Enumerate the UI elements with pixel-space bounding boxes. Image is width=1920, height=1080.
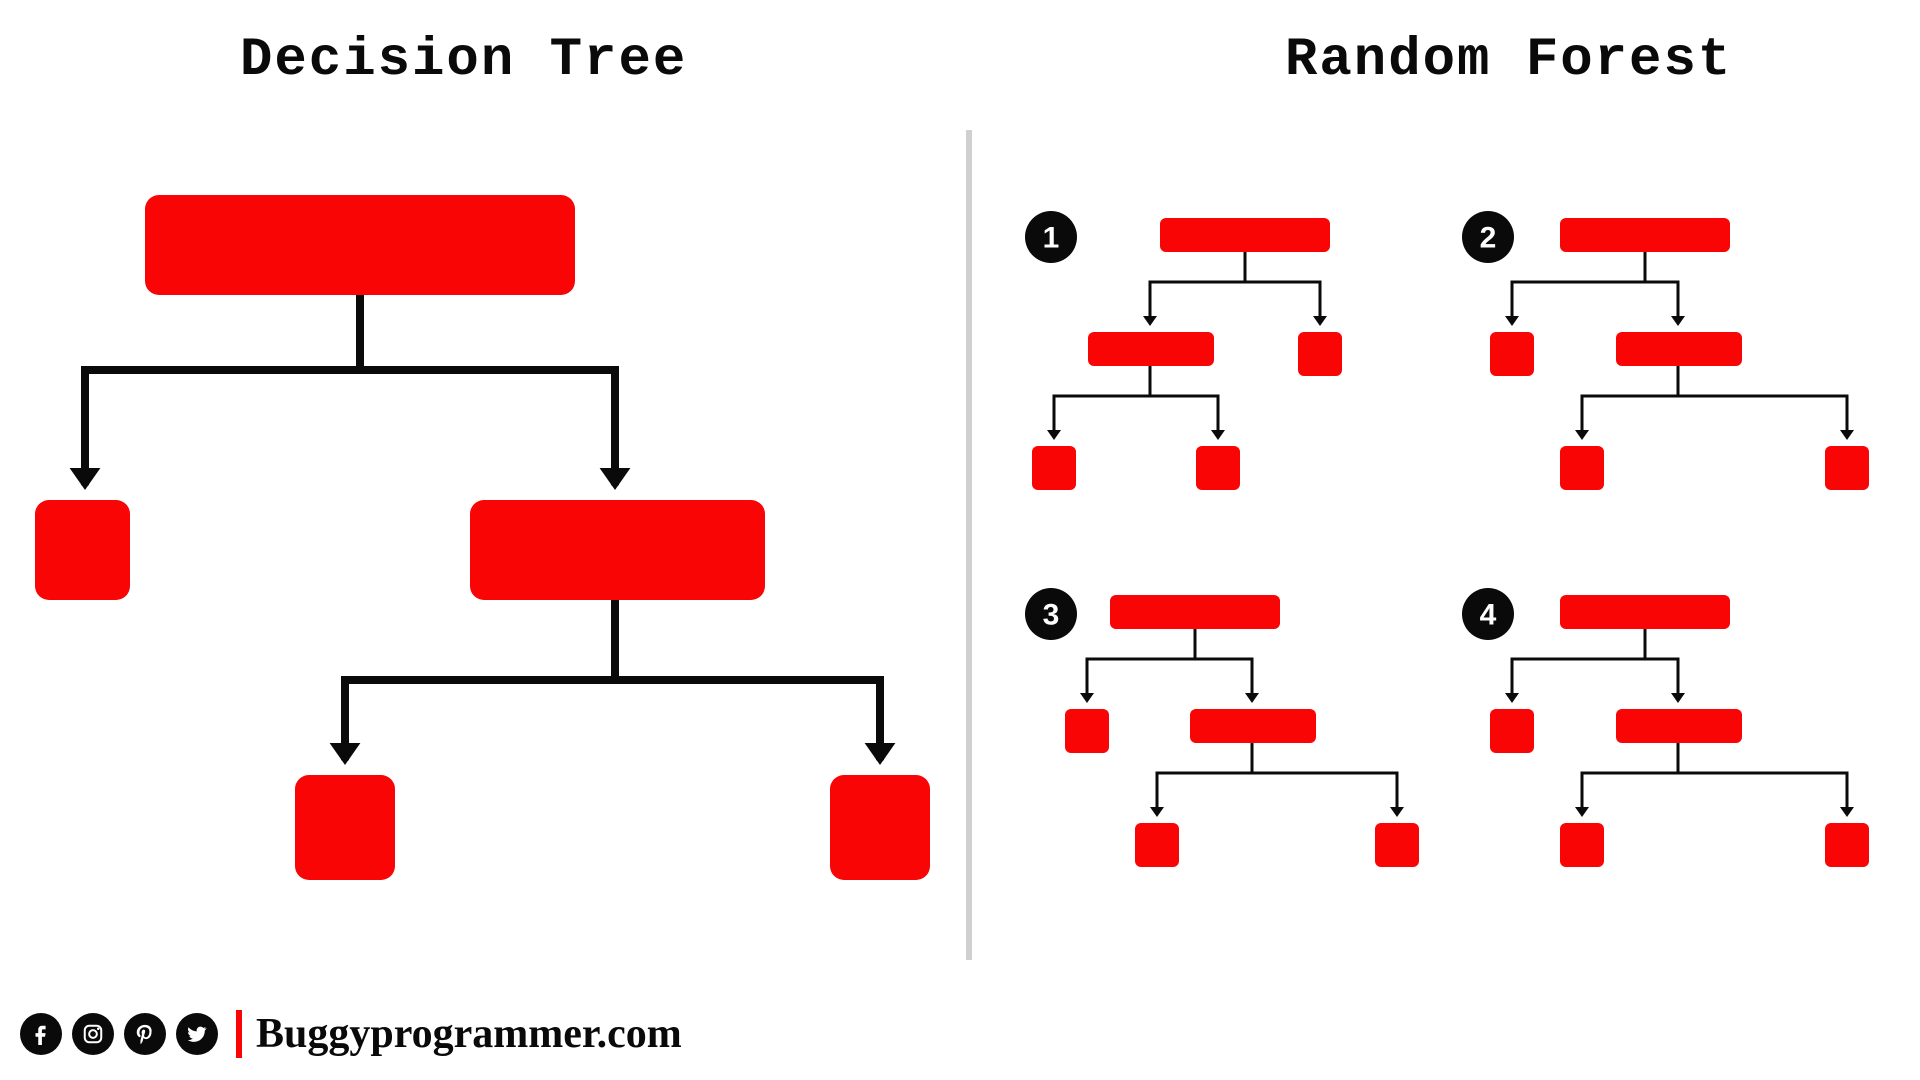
arrow-icon — [1047, 430, 1061, 440]
tree-node — [1190, 709, 1316, 743]
tree-node — [1560, 446, 1604, 490]
arrow-icon — [1505, 693, 1519, 703]
tree-number-label: 3 — [1043, 599, 1060, 632]
tree-node — [1032, 446, 1076, 490]
tree-node — [1375, 823, 1419, 867]
facebook-icon — [20, 1013, 62, 1055]
tree-node — [1560, 218, 1730, 252]
arrow-icon — [1211, 430, 1225, 440]
tree-node — [1825, 446, 1869, 490]
tree-node — [1490, 709, 1534, 753]
tree-node — [1825, 823, 1869, 867]
arrow-icon — [1505, 316, 1519, 326]
tree-node — [1560, 595, 1730, 629]
tree-node — [830, 775, 930, 880]
arrow-icon — [1671, 693, 1685, 703]
tree-node — [470, 500, 765, 600]
arrow-icon — [1575, 807, 1589, 817]
arrow-icon — [1840, 807, 1854, 817]
tree-number-label: 2 — [1480, 222, 1497, 255]
arrow-icon — [1143, 316, 1157, 326]
tree-node — [1560, 823, 1604, 867]
arrow-icon — [1313, 316, 1327, 326]
tree-node — [1110, 595, 1280, 629]
tree-node — [1065, 709, 1109, 753]
pinterest-icon — [124, 1013, 166, 1055]
tree-node — [35, 500, 130, 600]
arrow-icon — [330, 743, 361, 765]
footer-accent-bar — [236, 1010, 242, 1058]
tree-node — [1160, 218, 1330, 252]
arrow-icon — [1245, 693, 1259, 703]
instagram-icon — [72, 1013, 114, 1055]
arrow-icon — [1080, 693, 1094, 703]
tree-node — [1298, 332, 1342, 376]
arrow-icon — [1840, 430, 1854, 440]
arrow-icon — [865, 743, 896, 765]
tree-node — [1616, 332, 1742, 366]
footer: Buggyprogrammer.com — [20, 1010, 682, 1058]
arrow-icon — [1671, 316, 1685, 326]
arrow-icon — [70, 468, 101, 490]
arrow-icon — [600, 468, 631, 490]
twitter-icon — [176, 1013, 218, 1055]
arrow-icon — [1150, 807, 1164, 817]
arrow-icon — [1390, 807, 1404, 817]
tree-node — [145, 195, 575, 295]
tree-node — [1088, 332, 1214, 366]
arrow-icon — [1575, 430, 1589, 440]
tree-node — [1196, 446, 1240, 490]
tree-node — [1135, 823, 1179, 867]
tree-number-label: 1 — [1043, 222, 1060, 255]
site-label: Buggyprogrammer.com — [256, 1010, 682, 1058]
diagram-canvas: 1 2 3 4 — [0, 0, 1920, 1080]
tree-node — [295, 775, 395, 880]
tree-node — [1616, 709, 1742, 743]
tree-number-label: 4 — [1480, 599, 1497, 632]
tree-node — [1490, 332, 1534, 376]
